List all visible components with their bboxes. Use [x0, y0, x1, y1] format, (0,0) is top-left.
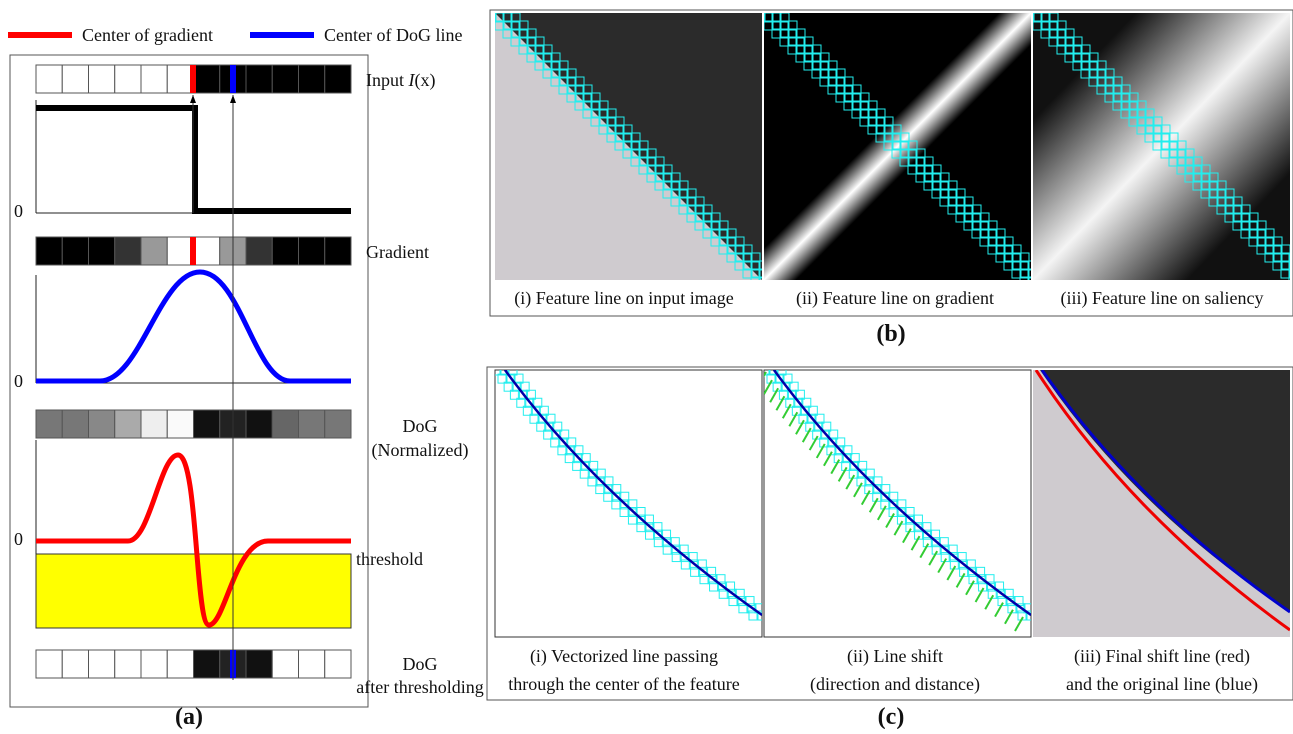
strip-cell — [141, 237, 167, 265]
strip-cell — [299, 65, 325, 93]
dog-label: after thresholding — [356, 677, 483, 697]
gradient-label: Gradient — [366, 242, 429, 262]
strip-cell — [36, 650, 62, 678]
arrow-head — [190, 95, 196, 103]
strip-cell — [36, 237, 62, 265]
gradient-curve — [36, 272, 351, 381]
panel-caption: (a) — [175, 704, 203, 729]
text: (x) — [415, 70, 436, 91]
image-caption: (iii) Feature line on saliency — [1061, 288, 1264, 309]
strip-cell — [89, 650, 115, 678]
feature-square — [487, 13, 496, 22]
strip-cell — [272, 410, 298, 438]
strip-cell — [167, 237, 193, 265]
strip-cell — [194, 410, 220, 438]
legend-label: Center of gradient — [82, 25, 213, 45]
strip-cell — [115, 410, 141, 438]
strip-cell — [141, 65, 167, 93]
image-caption: (ii) Line shift — [847, 646, 943, 667]
strip-cell — [115, 237, 141, 265]
strip-cell — [62, 237, 88, 265]
strip-cell — [89, 237, 115, 265]
center-marker — [190, 237, 196, 265]
strip-cell — [194, 65, 220, 93]
zero-label: 0 — [14, 201, 23, 221]
strip-cell — [272, 65, 298, 93]
image-caption: (direction and distance) — [810, 674, 980, 695]
strip-cell — [325, 650, 351, 678]
strip-cell — [325, 410, 351, 438]
image-caption: and the original line (blue) — [1066, 674, 1258, 695]
strip-cell — [62, 650, 88, 678]
threshold-label: threshold — [356, 549, 423, 569]
strip-cell — [167, 650, 193, 678]
strip-cell — [167, 65, 193, 93]
strip-cell — [325, 65, 351, 93]
strip-cell — [115, 65, 141, 93]
center-marker — [230, 65, 236, 93]
strip-cell — [246, 65, 272, 93]
strip-cell — [36, 65, 62, 93]
strip-cell — [272, 650, 298, 678]
legend-label: Center of DoG line — [324, 25, 462, 45]
strip-cell — [299, 237, 325, 265]
strip-cell — [62, 410, 88, 438]
strip-cell — [299, 410, 325, 438]
strip-cell — [89, 410, 115, 438]
strip-cell — [115, 650, 141, 678]
image-caption: (iii) Final shift line (red) — [1074, 646, 1250, 667]
strip-cell — [246, 650, 272, 678]
strip-cell — [299, 650, 325, 678]
dog-label: (Normalized) — [372, 440, 469, 461]
strip-cell — [246, 410, 272, 438]
text: Input — [366, 70, 404, 90]
strip-cell — [246, 237, 272, 265]
image-caption: (i) Feature line on input image — [514, 288, 733, 309]
strip-cell — [325, 237, 351, 265]
threshold-region — [36, 554, 351, 628]
strip-cell — [272, 237, 298, 265]
strip-cell — [141, 410, 167, 438]
image-caption: (ii) Feature line on gradient — [796, 288, 994, 309]
figure: Center of gradient Center of DoG line In… — [0, 0, 1293, 729]
strip-cell — [167, 410, 193, 438]
strip-cell — [62, 65, 88, 93]
strip-cell — [36, 410, 62, 438]
arrow-head — [230, 95, 236, 103]
page: Center of gradient Center of DoG line In… — [0, 0, 1293, 734]
strip-cell — [141, 650, 167, 678]
strip-cell — [194, 237, 220, 265]
input-label: Input I(x) — [366, 70, 436, 91]
zero-label: 0 — [14, 371, 23, 391]
dog-label: DoG — [403, 654, 438, 674]
panel-caption: (c) — [878, 704, 905, 729]
image-caption: (i) Vectorized line passing — [530, 646, 718, 667]
strip-cell — [194, 650, 220, 678]
center-marker — [190, 65, 196, 93]
strip-cell — [89, 65, 115, 93]
dog-label: DoG — [403, 416, 438, 436]
image-caption: through the center of the feature — [508, 674, 739, 694]
panel-caption: (b) — [876, 321, 905, 347]
zero-label: 0 — [14, 529, 23, 549]
